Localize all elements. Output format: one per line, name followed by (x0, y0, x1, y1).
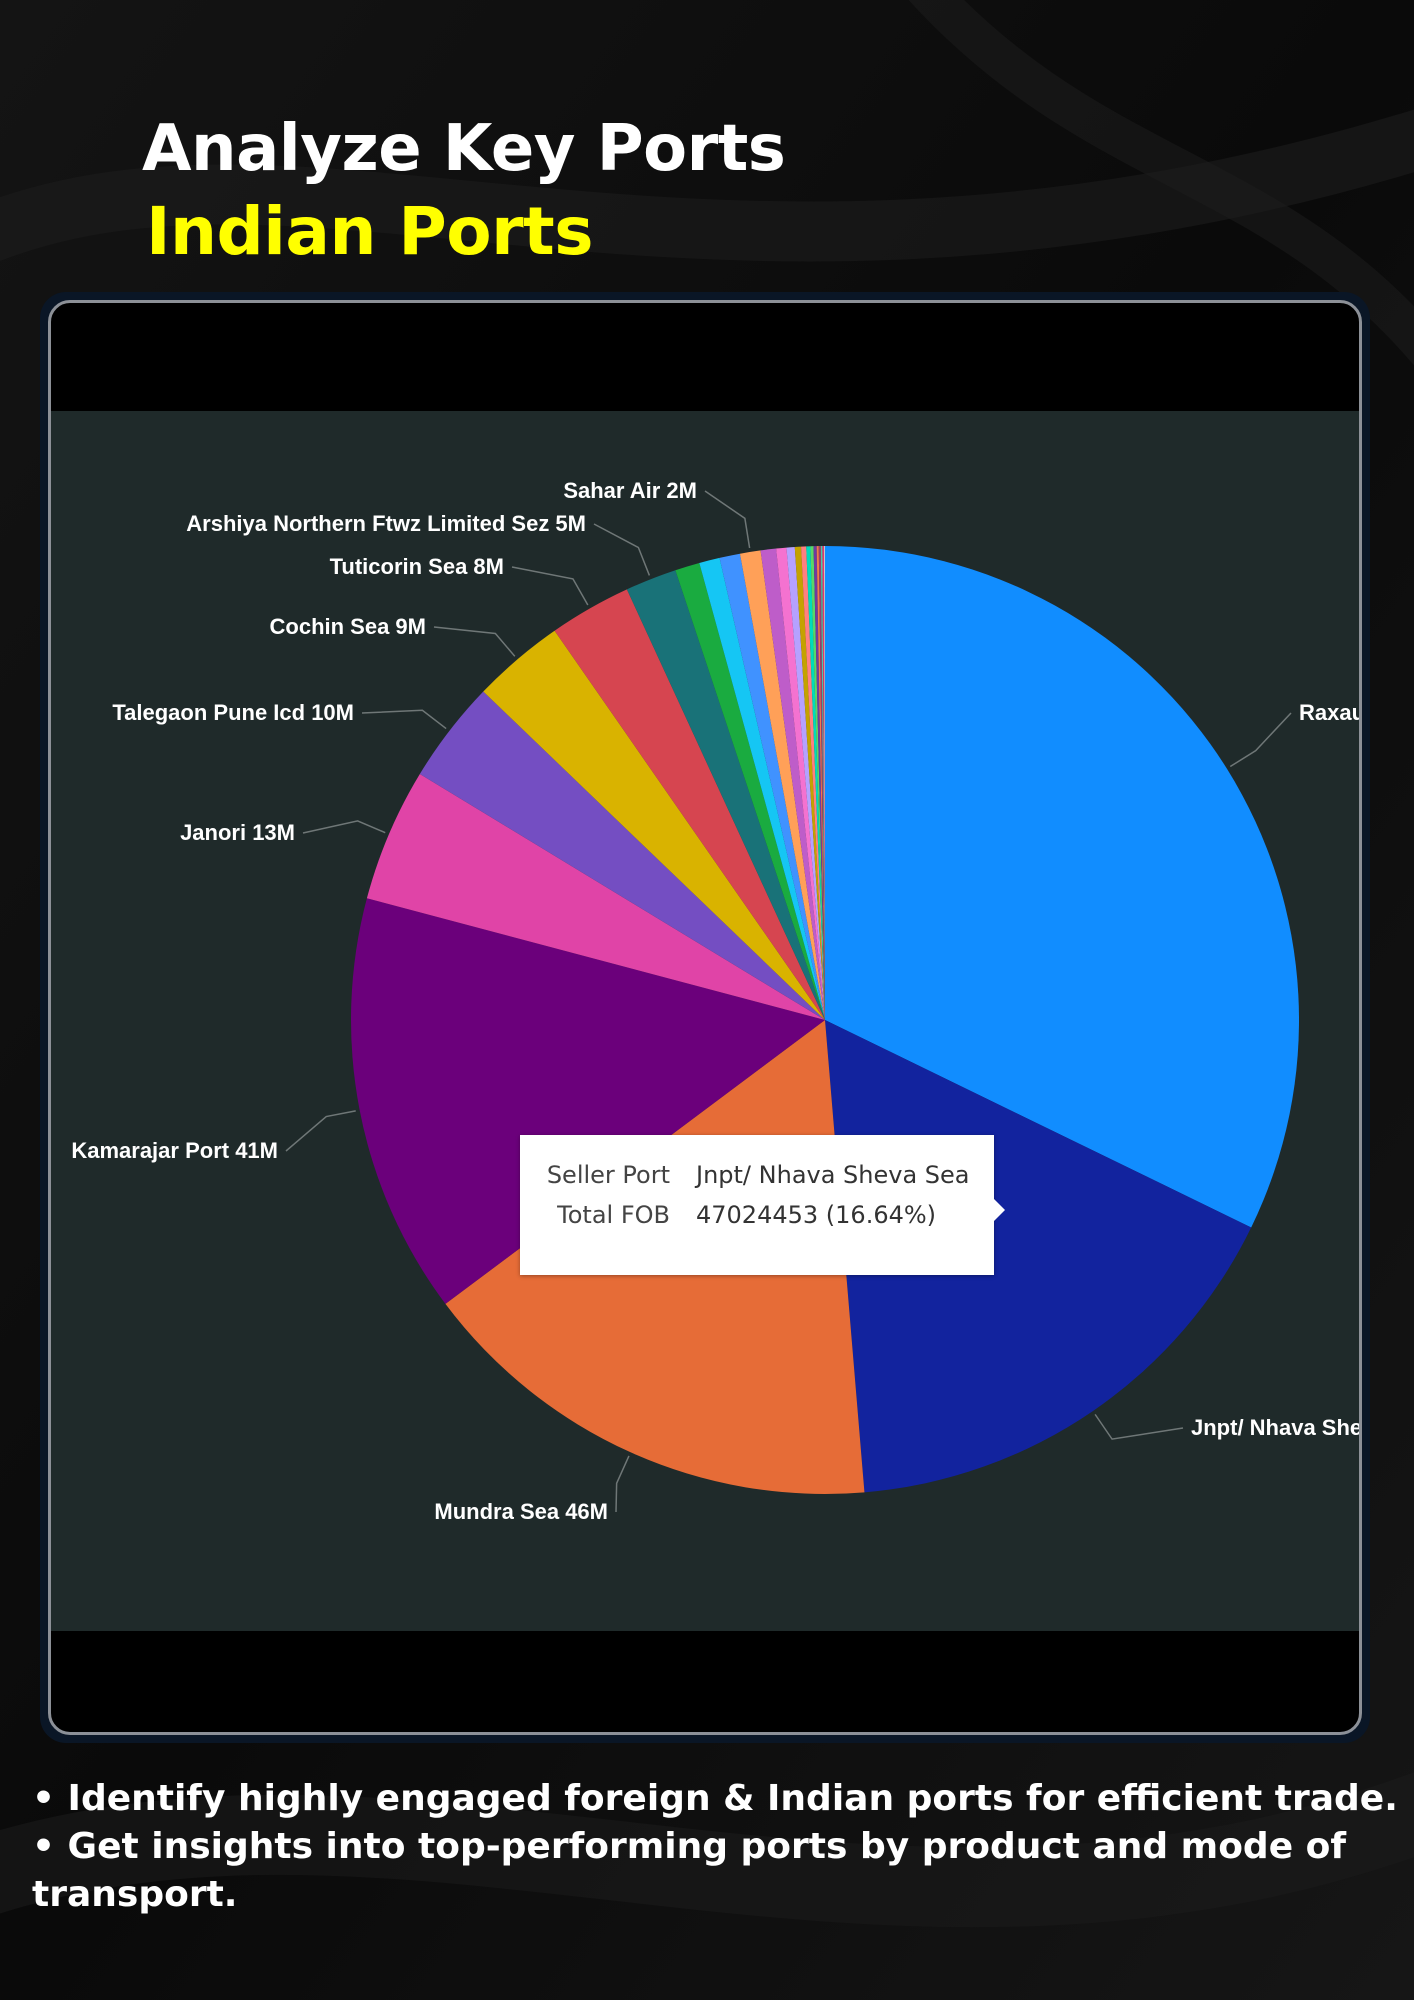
pie-slice-19[interactable] (810, 546, 825, 1020)
page-title: Analyze Key Ports (142, 112, 786, 186)
leader-line (1094, 1413, 1184, 1440)
pie-slice-raxaul[interactable] (825, 546, 1300, 1228)
data-label: Kamarajar Port 41M (71, 1138, 278, 1163)
pie-slice-15[interactable] (786, 546, 825, 1020)
bullet-item: • Get insights into top-performing ports… (32, 1826, 1347, 1915)
data-label: Janori 13M (180, 820, 295, 845)
data-label: Sahar Air 2M (563, 478, 697, 503)
bullet-item: • Identify highly engaged foreign & Indi… (32, 1778, 1398, 1819)
tooltip-value: 47024453 (16.64%) (696, 1201, 937, 1229)
pie-slice-janori[interactable] (366, 773, 825, 1020)
leader-line (361, 709, 447, 730)
pie-slice-16[interactable] (794, 546, 825, 1020)
data-label: Arshiya Northern Ftwz Limited Sez 5M (186, 511, 586, 536)
pie-slice-cochin-sea[interactable] (483, 630, 825, 1020)
tooltip-key: Seller Port (546, 1161, 670, 1189)
pie-slice-20[interactable] (813, 546, 825, 1020)
data-label: Mundra Sea 46M (434, 1499, 608, 1524)
pie-slice-13[interactable] (760, 548, 825, 1020)
pie-slice-14[interactable] (776, 547, 825, 1020)
pie-slice-kamarajar-port[interactable] (351, 898, 825, 1304)
pie-slice-sahar-air[interactable] (739, 550, 825, 1020)
pie-slice-talegaon-pune-icd[interactable] (419, 691, 825, 1020)
tooltip-value: Jnpt/ Nhava Sheva Sea (696, 1161, 970, 1189)
pie-slice-23[interactable] (820, 546, 825, 1020)
pie-slice-11[interactable] (719, 553, 825, 1020)
data-label: Cochin Sea 9M (270, 614, 426, 639)
bullet-list: • Identify highly engaged foreign & Indi… (32, 1775, 1412, 1919)
pie-slice-25[interactable] (823, 546, 825, 1020)
pie-slice-arshiya-northern-ftwz-limited-sez[interactable] (626, 570, 825, 1020)
leader-line (285, 1110, 356, 1152)
pie-slice-tuticorin-sea[interactable] (554, 589, 825, 1020)
chart-frame-inner: Raxaul Jnpt/ Nhava She Mundra Sea 46M Kamar… (48, 300, 1362, 1735)
data-label: Jnpt/ Nhava She (1191, 1415, 1359, 1440)
tooltip-key: Total FOB (557, 1201, 670, 1229)
pie-slice-9[interactable] (675, 562, 825, 1020)
leader-line (704, 490, 751, 549)
page-subtitle: Indian Ports (146, 193, 594, 270)
pie-chart[interactable]: Raxaul Jnpt/ Nhava She Mundra Sea 46M Kamar… (51, 411, 1359, 1631)
tooltip-row-seller-port: Seller Port Jnpt/ Nhava Sheva Sea (520, 1161, 994, 1201)
data-label: Raxaul (1299, 700, 1359, 725)
leader-line (302, 820, 386, 834)
leader-line (1229, 712, 1292, 768)
pie-slice-24[interactable] (822, 546, 825, 1020)
tooltip-pointer (994, 1199, 1005, 1221)
data-label: Tuticorin Sea 8M (330, 554, 504, 579)
pie-slice-17[interactable] (801, 546, 825, 1020)
data-label: Talegaon Pune Icd 10M (112, 700, 354, 725)
tooltip-row-total-fob: Total FOB 47024453 (16.64%) (520, 1201, 994, 1241)
pie-slice-22[interactable] (818, 546, 825, 1020)
pie-slice-10[interactable] (699, 557, 825, 1020)
leader-line (433, 626, 516, 657)
leader-line (511, 566, 589, 606)
chart-frame: Raxaul Jnpt/ Nhava She Mundra Sea 46M Kamar… (40, 292, 1370, 1743)
pie-slice-18[interactable] (806, 546, 825, 1020)
chart-area: Raxaul Jnpt/ Nhava She Mundra Sea 46M Kamar… (51, 411, 1359, 1631)
leader-line (593, 523, 651, 576)
leader-line (615, 1455, 630, 1513)
pie-slice-21[interactable] (816, 546, 825, 1020)
chart-tooltip: Seller Port Jnpt/ Nhava Sheva Sea Total … (520, 1135, 1005, 1275)
